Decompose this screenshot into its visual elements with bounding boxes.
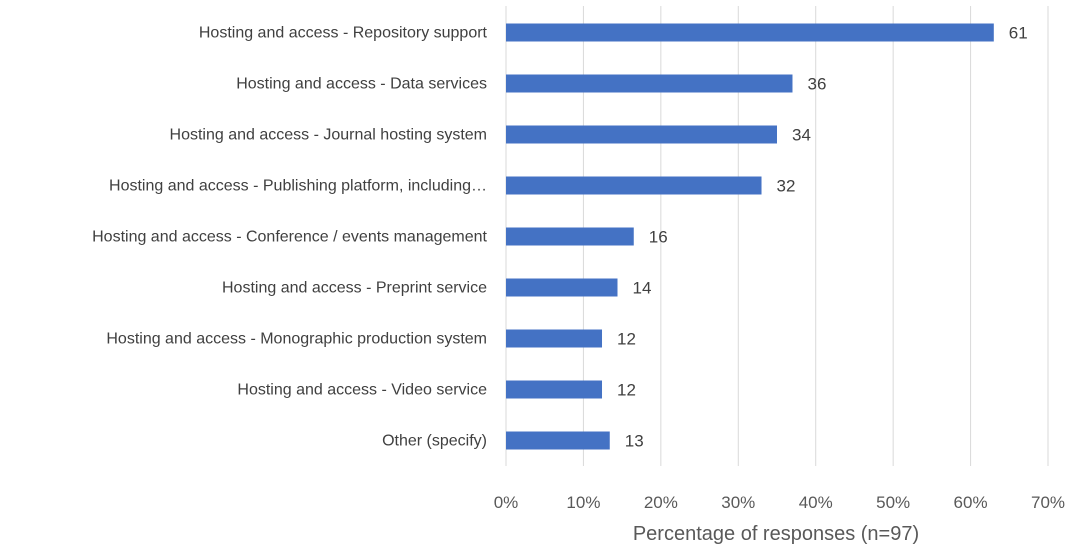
bar — [506, 176, 762, 195]
category-label: Hosting and access - Repository support — [199, 25, 488, 42]
category-label: Hosting and access - Monographic product… — [106, 331, 487, 348]
x-tick-labels: 0% 10% 20% 30% 40% 50% 60% 70% — [494, 493, 1065, 512]
bar — [506, 125, 777, 144]
x-tick-label: 50% — [876, 493, 910, 512]
category-label: Hosting and access - Journal hosting sys… — [170, 127, 487, 144]
data-label: 36 — [807, 75, 826, 94]
data-label: 16 — [649, 228, 668, 247]
bar — [506, 23, 994, 42]
bar — [506, 431, 610, 450]
bar — [506, 74, 793, 93]
data-labels: 61 36 34 32 16 14 12 12 13 — [617, 24, 1028, 451]
data-label: 61 — [1009, 24, 1028, 43]
category-label: Hosting and access - Publishing platform… — [109, 178, 487, 195]
x-tick-label: 30% — [721, 493, 755, 512]
category-label: Hosting and access - Preprint service — [222, 280, 487, 297]
bar — [506, 380, 603, 399]
x-tick-label: 0% — [494, 493, 519, 512]
category-labels: Hosting and access - Repository support H… — [92, 25, 487, 450]
data-label: 13 — [625, 432, 644, 451]
bars — [506, 23, 994, 450]
bar — [506, 227, 634, 246]
data-label: 34 — [792, 126, 811, 145]
data-label: 12 — [617, 330, 636, 349]
x-tick-label: 70% — [1031, 493, 1065, 512]
category-label: Hosting and access - Conference / events… — [92, 229, 487, 246]
bar — [506, 329, 603, 348]
data-label: 32 — [777, 177, 796, 196]
category-label: Hosting and access - Video service — [237, 382, 487, 399]
x-tick-label: 10% — [566, 493, 600, 512]
data-label: 14 — [632, 279, 651, 298]
category-label: Hosting and access - Data services — [236, 76, 487, 93]
x-axis-title: Percentage of responses (n=97) — [633, 523, 919, 545]
bar — [506, 278, 618, 297]
x-tick-label: 60% — [954, 493, 988, 512]
data-label: 12 — [617, 381, 636, 400]
x-tick-label: 40% — [799, 493, 833, 512]
x-tick-label: 20% — [644, 493, 678, 512]
category-label: Other (specify) — [382, 433, 487, 450]
